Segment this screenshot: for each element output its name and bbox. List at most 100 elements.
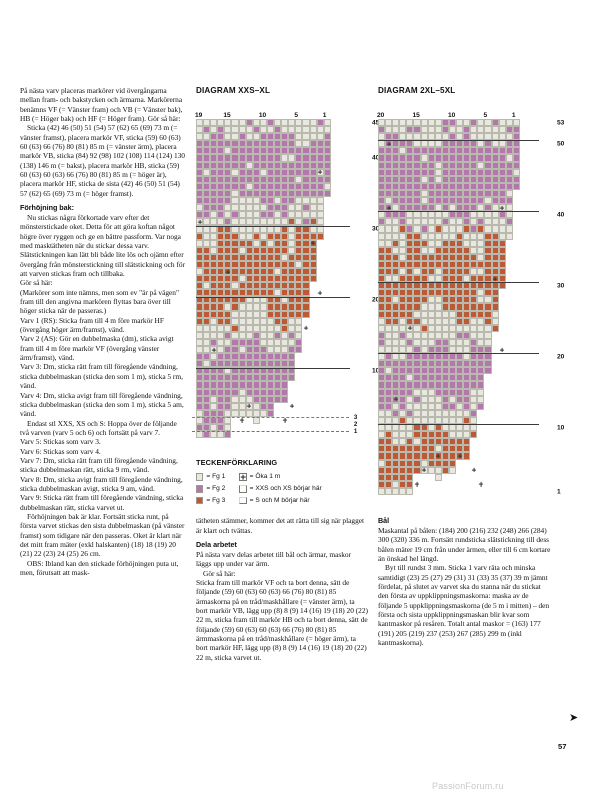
chart-cell	[385, 289, 393, 297]
chart-cell	[513, 452, 520, 459]
chart-cell	[456, 126, 464, 134]
chart-cell	[413, 126, 421, 134]
chart-cell	[295, 140, 303, 148]
chart-cell	[266, 324, 275, 332]
chart-cell	[392, 303, 400, 311]
chart-cell	[406, 260, 414, 268]
chart-cell	[203, 338, 211, 346]
chart-cell	[463, 133, 471, 141]
chart-cell	[392, 119, 400, 127]
chart-cell	[413, 402, 421, 410]
chart-row	[378, 168, 553, 176]
chart-cell	[310, 403, 317, 410]
start-marker-b-icon	[239, 497, 247, 505]
chart-cell	[434, 431, 442, 439]
chart-cell	[477, 374, 485, 382]
chart-section-rule	[378, 424, 539, 426]
chart-cell	[217, 211, 225, 219]
chart-cell	[378, 204, 386, 212]
chart-cell	[463, 310, 471, 318]
chart-cell	[492, 367, 499, 374]
chart-row	[196, 275, 368, 283]
chart-cell	[310, 424, 317, 431]
chart-cell	[512, 154, 520, 162]
chart-cell	[281, 218, 289, 226]
chart-cell	[427, 438, 435, 446]
chart-cell	[274, 260, 282, 268]
chart-cell	[224, 324, 232, 332]
chart-row	[378, 388, 553, 396]
chart-cell	[252, 182, 260, 190]
chart-cell	[484, 417, 491, 424]
chart-cell	[470, 197, 478, 205]
chart-row	[196, 360, 368, 368]
chart-cell	[196, 289, 204, 297]
chart-cell	[448, 416, 457, 425]
chart-cell	[302, 346, 309, 353]
chart-cell	[484, 389, 491, 396]
chart-cell	[302, 168, 310, 176]
chart-cell	[392, 331, 400, 339]
chart-cell	[484, 133, 492, 141]
chart-cell	[513, 240, 520, 247]
chart-cell	[203, 175, 211, 183]
chart-cell	[463, 218, 471, 226]
chart-cell	[210, 189, 218, 198]
chart-row	[378, 431, 553, 439]
chart-cell	[463, 395, 471, 403]
chart-cell	[203, 154, 211, 162]
chart-cell	[506, 417, 513, 424]
chart-cell	[378, 324, 386, 332]
chart-cell	[484, 140, 492, 148]
chart-cell	[288, 303, 296, 311]
chart-cell	[420, 232, 428, 240]
chart-cell	[317, 311, 324, 318]
chart-cell	[317, 268, 324, 275]
chart-cell	[392, 367, 400, 375]
chart-cell	[434, 204, 442, 212]
chart-cell	[442, 474, 449, 481]
chart-cell	[295, 197, 303, 205]
chart-cell	[288, 126, 296, 134]
chart-cell-increase	[288, 403, 295, 410]
chart-cell	[448, 225, 457, 233]
paragraph: Byt till rundst 3 mm. Sticka 1 varv räta…	[378, 563, 550, 647]
chart-row	[196, 246, 368, 254]
chart-cell	[392, 310, 400, 318]
chart-row	[378, 317, 553, 325]
chart-cell	[413, 409, 421, 417]
chart-cell	[274, 424, 281, 431]
chart-cell	[392, 204, 400, 212]
chart-cell	[456, 438, 464, 446]
chart-cell	[492, 445, 499, 452]
chart-cell	[441, 409, 449, 417]
paragraph: Förhöjningen bak är klar. Fortsätt stick…	[20, 511, 185, 559]
chart-cell	[441, 296, 449, 304]
chart-cell	[392, 466, 400, 474]
chart-cell	[274, 197, 282, 205]
chart-cell	[302, 197, 310, 205]
chart-row	[196, 346, 368, 354]
chart-cell	[399, 275, 407, 283]
chart-cell	[196, 204, 204, 212]
chart-row	[378, 480, 553, 488]
chart-cell	[477, 381, 485, 389]
chart-cell	[203, 353, 211, 361]
chart-cell	[252, 140, 260, 148]
chart-cell	[266, 317, 275, 325]
chart-cell	[427, 367, 435, 375]
chart-row	[196, 133, 368, 141]
chart-cell	[456, 267, 464, 276]
chart-cell	[406, 218, 414, 226]
chart-cell	[288, 353, 296, 361]
chart-row	[196, 232, 368, 240]
chart-cell	[266, 381, 275, 389]
chart-row	[378, 140, 553, 148]
paragraph: Endast stl XXS, XS och S: Hoppa över de …	[20, 418, 177, 437]
chart-cell	[259, 409, 267, 417]
chart-cell	[392, 438, 400, 446]
chart-cell	[470, 175, 478, 183]
chart-cell	[392, 225, 400, 233]
paragraph: Varv 3: Dm, sticka rätt fram till föregå…	[20, 362, 183, 391]
chart-cell	[385, 317, 393, 325]
